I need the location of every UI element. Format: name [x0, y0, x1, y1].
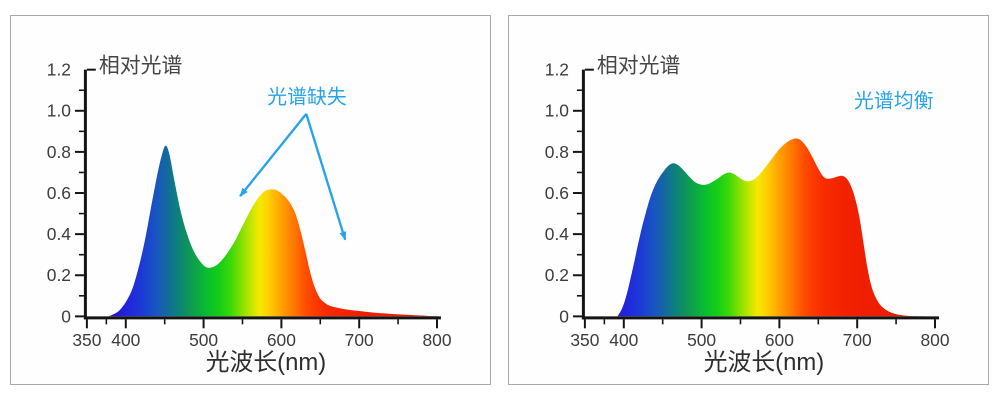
chart-title: 相对光谱	[597, 55, 681, 78]
annotation-arrow	[305, 113, 347, 241]
x-tick-label: 500	[687, 330, 716, 350]
spectrum-chart-right: 350 400 500 600 700 800 0 0.2 0.4 0.6 0.8 1.0 1.2 相对光…	[545, 55, 950, 376]
spectrum-area	[108, 145, 437, 317]
x-tick-label: 400	[609, 330, 638, 350]
y-tick-label: 0.4	[545, 224, 570, 244]
chart-title: 相对光谱	[99, 55, 183, 78]
x-tick-label: 600	[765, 330, 794, 350]
x-tick-label: 350	[72, 330, 101, 350]
y-tick-label: 1.0	[545, 101, 569, 121]
x-axis-title: 光波长(nm)	[704, 349, 825, 376]
y-tick-label: 0.6	[47, 183, 71, 203]
y-tick-label: 0.2	[545, 265, 569, 285]
chart-panel-left: 350 400 500 600 700 800 0 0.2 0.4 0.6 0.8 1.0 1.2 相对光…	[10, 15, 491, 385]
x-axis-title: 光波长(nm)	[206, 349, 327, 376]
y-tick-label: 0.6	[545, 183, 569, 203]
y-tick-label: 1.0	[47, 101, 71, 121]
x-tick-label: 700	[345, 330, 374, 350]
x-tick-label: 500	[189, 330, 218, 350]
x-tick-label: 800	[920, 330, 949, 350]
y-tick-label: 0.4	[47, 224, 72, 244]
y-tick-label: 1.2	[47, 60, 71, 80]
annotation-balanced-label: 光谱均衡	[854, 90, 934, 112]
x-tick-label: 600	[267, 330, 296, 350]
x-tick-label: 800	[422, 330, 451, 350]
y-tick-label: 0	[61, 306, 71, 326]
x-tick-label: 700	[843, 330, 872, 350]
annotation-missing-label: 光谱缺失	[267, 86, 347, 108]
x-tick-label: 400	[111, 330, 140, 350]
x-tick-label: 350	[570, 330, 599, 350]
spectrum-area	[617, 138, 926, 317]
y-tick-label: 0.8	[47, 142, 71, 162]
y-tick-label: 1.2	[545, 60, 569, 80]
y-tick-label: 0.8	[545, 142, 569, 162]
annotation-arrow	[239, 113, 308, 197]
chart-panel-right: 350 400 500 600 700 800 0 0.2 0.4 0.6 0.8 1.0 1.2 相对光…	[508, 15, 989, 385]
y-tick-label: 0	[559, 306, 569, 326]
y-tick-label: 0.2	[47, 265, 71, 285]
spectrum-chart-left: 350 400 500 600 700 800 0 0.2 0.4 0.6 0.8 1.0 1.2 相对光…	[47, 55, 452, 376]
